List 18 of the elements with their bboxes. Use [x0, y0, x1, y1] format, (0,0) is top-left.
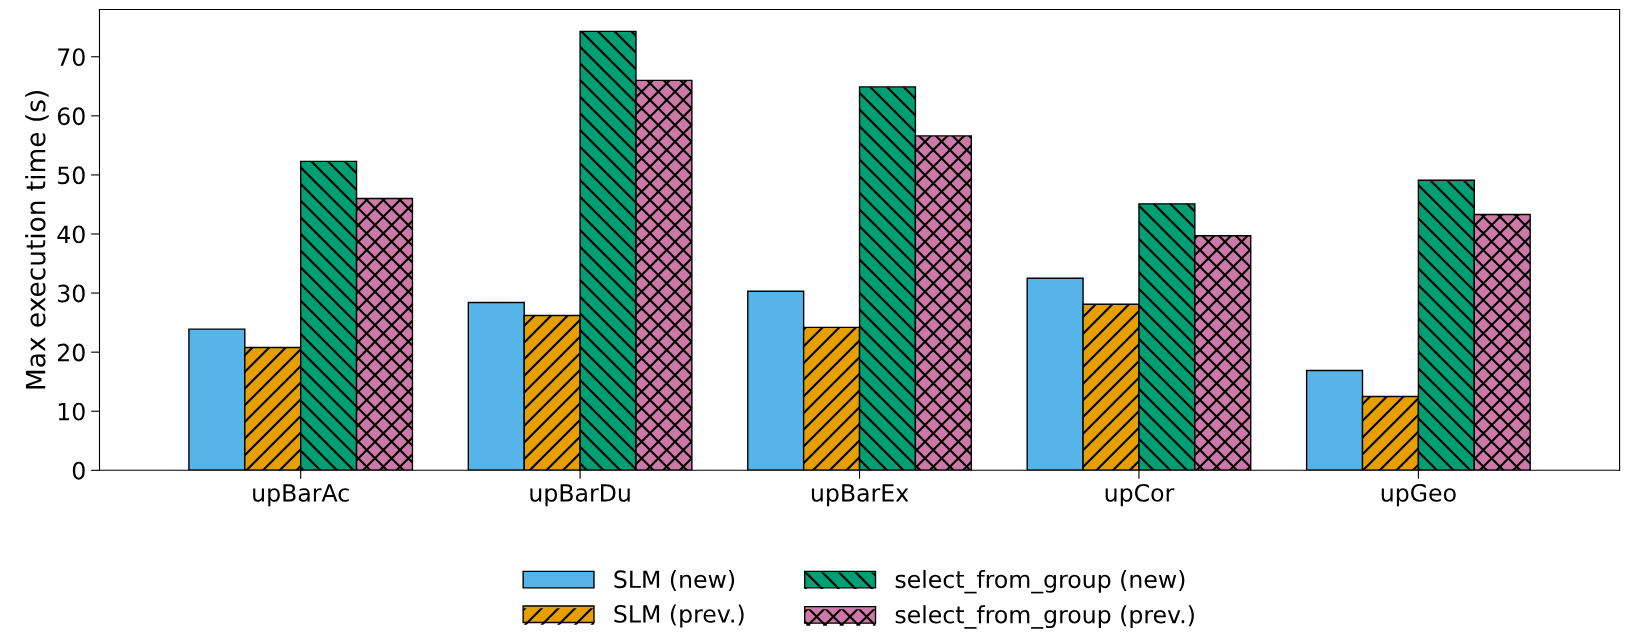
y-tick-label: 30	[58, 284, 85, 303]
legend-label: select_from_group (prev.)	[895, 605, 1194, 629]
y-tick-label: 40	[57, 225, 85, 244]
legend-label: SLM (prev.)	[614, 604, 744, 628]
y-tick-label: 60	[57, 107, 85, 126]
y-tick-label: 10	[58, 402, 85, 421]
y-axis-title: Max execution time (s)	[25, 91, 49, 389]
x-tick-label: upCor	[1105, 483, 1175, 507]
x-tick-label: upGeo	[1381, 483, 1456, 507]
x-tick-label: upBarEx	[811, 484, 909, 507]
y-tick-label: 0	[72, 461, 85, 480]
legend-label: select_from_group (new)	[895, 569, 1185, 594]
x-tick-label: upBarAc	[253, 484, 349, 507]
y-tick-label: 20	[57, 343, 85, 362]
x-tick-label: upBarDu	[530, 484, 630, 507]
y-tick-label: 50	[58, 166, 85, 185]
y-tick-label: 70	[58, 48, 85, 67]
legend-label: SLM (new)	[614, 569, 735, 591]
